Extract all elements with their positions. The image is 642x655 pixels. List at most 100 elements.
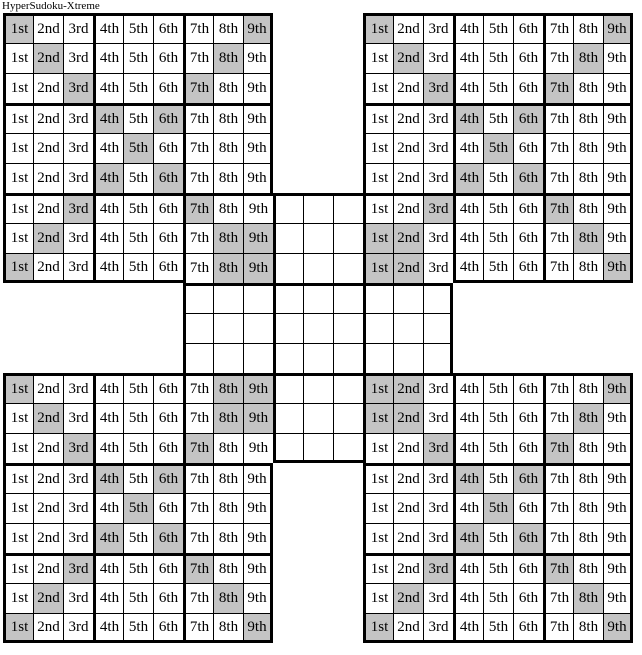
center-cell-r8c6	[333, 403, 363, 433]
bottom-left-cell-r8c3: 3rd	[63, 583, 93, 613]
bottom-right-cell-r1c8: 8th	[573, 373, 603, 403]
top-left-cell-r7c8: 8th	[213, 193, 243, 223]
top-left-cell-r7c4: 4th	[93, 193, 123, 223]
bottom-right-cell-r7c7: 7th	[543, 553, 573, 583]
bottom-left-cell-r4c6: 6th	[153, 463, 183, 493]
top-right-cell-r7c4: 4th	[453, 193, 483, 223]
page-title: HyperSudoku-Xtreme	[2, 0, 100, 12]
top-right-cell-r1c2: 2nd	[393, 13, 423, 43]
bottom-left-cell-r7c7: 7th	[183, 553, 213, 583]
hypersudoku-xtreme-board: 1st 2nd 3rd 4th 5th 6th 7th 8th 9th 1st 2nd 3rd 4th 5…	[3, 13, 633, 643]
bottom-right-cell-r4c7: 7th	[543, 463, 573, 493]
top-left-cell-r9c9: 9th	[243, 253, 273, 283]
top-left-cell-r1c2: 2nd	[33, 13, 63, 43]
top-left-cell-r9c1: 1st	[3, 253, 33, 283]
bottom-right-cell-r2c4: 4th	[453, 403, 483, 433]
center-cell-r3c6	[333, 253, 363, 283]
bottom-right-cell-r8c8: 8th	[573, 583, 603, 613]
bottom-left-cell-r8c7: 7th	[183, 583, 213, 613]
bottom-left-cell-r6c4: 4th	[93, 523, 123, 553]
top-left-cell-r5c8: 8th	[213, 133, 243, 163]
bottom-right-cell-r9c2: 2nd	[393, 613, 423, 643]
center-cell-r4c9	[423, 283, 453, 313]
bottom-left-cell-r6c8: 8th	[213, 523, 243, 553]
bottom-left-cell-r7c9: 9th	[243, 553, 273, 583]
top-right-cell-r5c3: 3rd	[423, 133, 453, 163]
bottom-right-cell-r3c5: 5th	[483, 433, 513, 463]
bottom-right-cell-r3c8: 8th	[573, 433, 603, 463]
top-left-cell-r7c3: 3rd	[63, 193, 93, 223]
top-right-cell-r8c7: 7th	[543, 223, 573, 253]
top-right-cell-r1c1: 1st	[363, 13, 393, 43]
top-left-cell-r6c9: 9th	[243, 163, 273, 193]
top-right-cell-r3c1: 1st	[363, 73, 393, 103]
bottom-right-cell-r2c2: 2nd	[393, 403, 423, 433]
bottom-right-cell-r3c9: 9th	[603, 433, 633, 463]
top-left-cell-r7c2: 2nd	[33, 193, 63, 223]
top-right-cell-r2c6: 6th	[513, 43, 543, 73]
bottom-right-cell-r2c5: 5th	[483, 403, 513, 433]
bottom-right-cell-r7c4: 4th	[453, 553, 483, 583]
bottom-left-cell-r9c4: 4th	[93, 613, 123, 643]
center-cell-r5c4	[273, 313, 303, 343]
center-cell-r4c4	[273, 283, 303, 313]
top-right-cell-r9c1: 1st	[363, 253, 393, 283]
top-left-cell-r2c9: 9th	[243, 43, 273, 73]
top-left-cell-r4c9: 9th	[243, 103, 273, 133]
top-left-cell-r8c7: 7th	[183, 223, 213, 253]
bottom-left-cell-r3c2: 2nd	[33, 433, 63, 463]
top-right-cell-r6c8: 8th	[573, 163, 603, 193]
top-right-cell-r6c5: 5th	[483, 163, 513, 193]
bottom-right-cell-r5c9: 9th	[603, 493, 633, 523]
bottom-left-cell-r5c3: 3rd	[63, 493, 93, 523]
top-right-cell-r1c8: 8th	[573, 13, 603, 43]
bottom-right-cell-r5c5: 5th	[483, 493, 513, 523]
center-cell-r6c2	[213, 343, 243, 373]
top-left-cell-r6c2: 2nd	[33, 163, 63, 193]
top-left-cell-r6c3: 3rd	[63, 163, 93, 193]
bottom-left-cell-r1c1: 1st	[3, 373, 33, 403]
center-cell-r6c6	[333, 343, 363, 373]
top-right-cell-r3c6: 6th	[513, 73, 543, 103]
bottom-right-cell-r5c7: 7th	[543, 493, 573, 523]
bottom-left-cell-r4c1: 1st	[3, 463, 33, 493]
top-right-cell-r1c9: 9th	[603, 13, 633, 43]
bottom-left-cell-r3c5: 5th	[123, 433, 153, 463]
bottom-right-cell-r9c7: 7th	[543, 613, 573, 643]
top-right-cell-r3c3: 3rd	[423, 73, 453, 103]
top-right-cell-r3c4: 4th	[453, 73, 483, 103]
bottom-left-cell-r1c6: 6th	[153, 373, 183, 403]
top-right-cell-r3c5: 5th	[483, 73, 513, 103]
top-right-cell-r5c8: 8th	[573, 133, 603, 163]
top-right-cell-r1c7: 7th	[543, 13, 573, 43]
bottom-left-cell-r2c6: 6th	[153, 403, 183, 433]
bottom-left-cell-r1c2: 2nd	[33, 373, 63, 403]
bottom-left-cell-r5c7: 7th	[183, 493, 213, 523]
top-right-cell-r2c8: 8th	[573, 43, 603, 73]
bottom-right-cell-r3c1: 1st	[363, 433, 393, 463]
bottom-right-cell-r7c3: 3rd	[423, 553, 453, 583]
bottom-right-cell-r4c3: 3rd	[423, 463, 453, 493]
top-right-cell-r7c1: 1st	[363, 193, 393, 223]
bottom-right-cell-r3c2: 2nd	[393, 433, 423, 463]
top-left-cell-r5c9: 9th	[243, 133, 273, 163]
bottom-left-cell-r3c7: 7th	[183, 433, 213, 463]
top-right-cell-r9c4: 4th	[453, 253, 483, 283]
bottom-right-cell-r6c4: 4th	[453, 523, 483, 553]
bottom-left-cell-r2c7: 7th	[183, 403, 213, 433]
bottom-left-cell-r4c3: 3rd	[63, 463, 93, 493]
bottom-left-cell-r9c2: 2nd	[33, 613, 63, 643]
bottom-left-cell-r7c8: 8th	[213, 553, 243, 583]
top-left-cell-r9c2: 2nd	[33, 253, 63, 283]
center-cell-r8c4	[273, 403, 303, 433]
bottom-left-cell-r7c6: 6th	[153, 553, 183, 583]
center-cell-r7c4	[273, 373, 303, 403]
bottom-right-cell-r7c9: 9th	[603, 553, 633, 583]
bottom-right-cell-r7c5: 5th	[483, 553, 513, 583]
bottom-left-cell-r8c9: 9th	[243, 583, 273, 613]
top-left-cell-r8c5: 5th	[123, 223, 153, 253]
center-cell-r4c6	[333, 283, 363, 313]
top-right-cell-r6c4: 4th	[453, 163, 483, 193]
bottom-right-cell-r4c8: 8th	[573, 463, 603, 493]
center-cell-r4c2	[213, 283, 243, 313]
